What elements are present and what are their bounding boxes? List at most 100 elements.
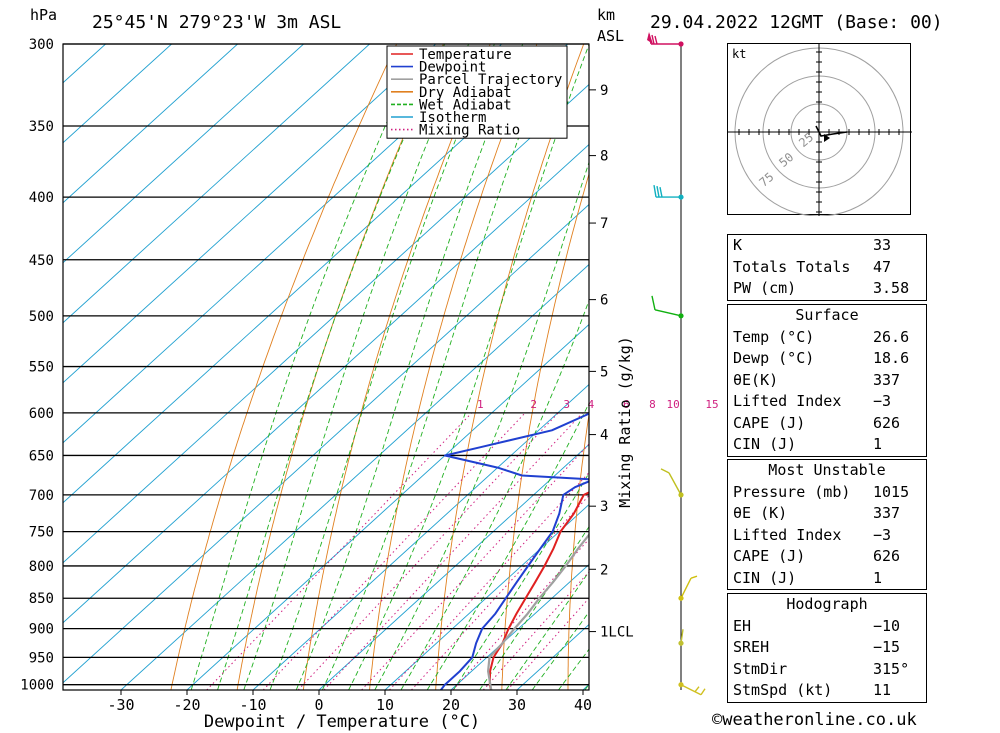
x-tick-label: 0 (314, 696, 323, 714)
hodograph-unit: kt (732, 47, 746, 61)
most-unstable-value: 337 (873, 504, 901, 522)
wet-adiabat-line (374, 160, 589, 690)
series-parcel-trajectory (487, 533, 589, 690)
hodograph-panel: Hodograph EH −10 SREH −15 StmDir 315° StmSpd (… (727, 593, 927, 703)
legend-box (386, 45, 568, 139)
most-unstable-row: θE (K) 337 (728, 503, 926, 525)
wind-barb-dot (678, 492, 684, 498)
mixing-ratio-line (389, 471, 589, 690)
hodograph-trace (815, 125, 848, 137)
wind-barb-dot (678, 682, 684, 688)
location-title: 25°45'N 279°23'W 3m ASL (92, 12, 342, 33)
wind-barb (648, 33, 684, 47)
hodograph-stat-label: SREH (733, 638, 770, 656)
pressure-tick-label: 600 (29, 406, 54, 422)
km-tick-label: 9 (600, 83, 608, 99)
hodograph-stat-row: SREH −15 (728, 637, 926, 659)
most-unstable-value: −3 (873, 525, 892, 544)
datetime-title: 29.04.2022 12GMT (Base: 00) (650, 12, 943, 33)
surface-label: CIN (J) (733, 435, 797, 453)
wet-adiabat-line (348, 44, 589, 690)
wind-barb-shape (680, 575, 698, 599)
legend-entry-label: Mixing Ratio (419, 123, 520, 139)
km-tick-label: 5 (600, 364, 608, 380)
isotherm-line (450, 563, 589, 690)
most-unstable-label: CIN (J) (733, 568, 797, 587)
index-row: K 33 (728, 235, 926, 257)
most-unstable-row: Pressure (mb) 1015 (728, 482, 926, 504)
surface-value: 1 (873, 435, 883, 453)
surface-value: 337 (873, 370, 901, 389)
wind-barb-shape (680, 684, 706, 696)
wind-barb (678, 629, 684, 646)
hodograph-stat-row: StmSpd (kt) 11 (728, 680, 926, 702)
wet-adiabat-line (269, 44, 495, 690)
wind-pennant (647, 32, 653, 44)
pressure-tick-label: 700 (29, 488, 54, 504)
index-label: PW (cm) (733, 279, 797, 297)
hodograph-table-title: Hodograph (786, 595, 868, 613)
footer-copyright[interactable]: ©weatheronline.co.uk (712, 710, 917, 730)
surface-label: Lifted Index (733, 392, 842, 410)
mixing-ratio-line (206, 412, 473, 690)
hodograph-stat-label: StmSpd (kt) (733, 681, 833, 699)
mixing-ratio-label: 8 (649, 398, 656, 411)
pressure-tick-label: 550 (29, 360, 54, 376)
wind-barb-shape (653, 184, 681, 198)
mixing-ratio-line (507, 597, 589, 690)
profile-series (439, 412, 589, 690)
dry-adiabat-line (369, 44, 538, 690)
wet-adiabat-line (217, 44, 446, 690)
legend-entry-label: Wet Adiabat (419, 97, 512, 113)
mixing-ratio-line (361, 443, 589, 690)
surface-panel: Surface Temp (°C) 26.6 Dewp (°C) 18.6 θE(K) 3… (727, 304, 927, 457)
index-label: Totals Totals (733, 257, 851, 276)
wind-barb-shape (648, 33, 681, 45)
mixing-ratio-label: 10 (667, 398, 680, 411)
surface-value: 626 (873, 413, 901, 432)
wind-barb (678, 682, 706, 696)
km-tick-label: 8 (600, 149, 608, 165)
mixing-ratio-label: 1 (477, 398, 484, 411)
isotherm-line (63, 44, 238, 204)
hodograph-stat-row: EH −10 (728, 616, 926, 638)
most-unstable-row: Lifted Index −3 (728, 525, 926, 547)
legend-entry-label: Parcel Trajectory (419, 72, 562, 88)
dry-adiabat-line (302, 44, 491, 690)
wind-barb (651, 295, 684, 319)
wet-adiabat-line (400, 299, 589, 690)
x-tick-label: 10 (376, 696, 394, 714)
pressure-tick-label: 300 (29, 37, 54, 53)
pressure-tick-label: 1000 (20, 678, 54, 694)
pressure-tick-label: 450 (29, 253, 54, 269)
mixing-ratio-line (482, 571, 589, 690)
wind-barb (678, 575, 698, 601)
most-unstable-value: 1 (873, 568, 883, 587)
km-tick-label: 6 (600, 293, 608, 309)
index-value: 33 (873, 236, 892, 254)
wind-barb-dot (678, 595, 684, 601)
pressure-tick-label: 950 (29, 650, 54, 666)
km-tick-label: 7 (600, 216, 608, 232)
hodograph-ring-label: 75 (757, 170, 777, 190)
dry-adiabat-line (931, 44, 966, 690)
surface-value: 26.6 (873, 327, 910, 346)
wet-adiabat-line (531, 611, 589, 690)
surface-row: Lifted Index −3 (728, 391, 926, 413)
isotherm-line (63, 44, 370, 324)
hodograph-ring-label: 50 (776, 150, 796, 170)
wind-barb-dot (678, 313, 684, 319)
most-unstable-panel: Most Unstable Pressure (mb) 1015 θE (K) 337… (727, 459, 927, 590)
pressure-tick-label: 650 (29, 448, 54, 464)
surface-row: CIN (J) 1 (728, 434, 926, 456)
pressure-tick-label: 800 (29, 559, 54, 575)
x-tick-label: 40 (574, 696, 592, 714)
indices-panel: K 33 Totals Totals 47 PW (cm) 3.58 (727, 234, 927, 301)
surface-row: CAPE (J) 626 (728, 413, 926, 435)
most-unstable-value: 1015 (873, 482, 910, 501)
footer-site-link[interactable]: weatheronline.co.uk (722, 710, 917, 730)
legend-entry-label: Temperature (419, 47, 512, 63)
index-value: 3.58 (873, 279, 910, 297)
